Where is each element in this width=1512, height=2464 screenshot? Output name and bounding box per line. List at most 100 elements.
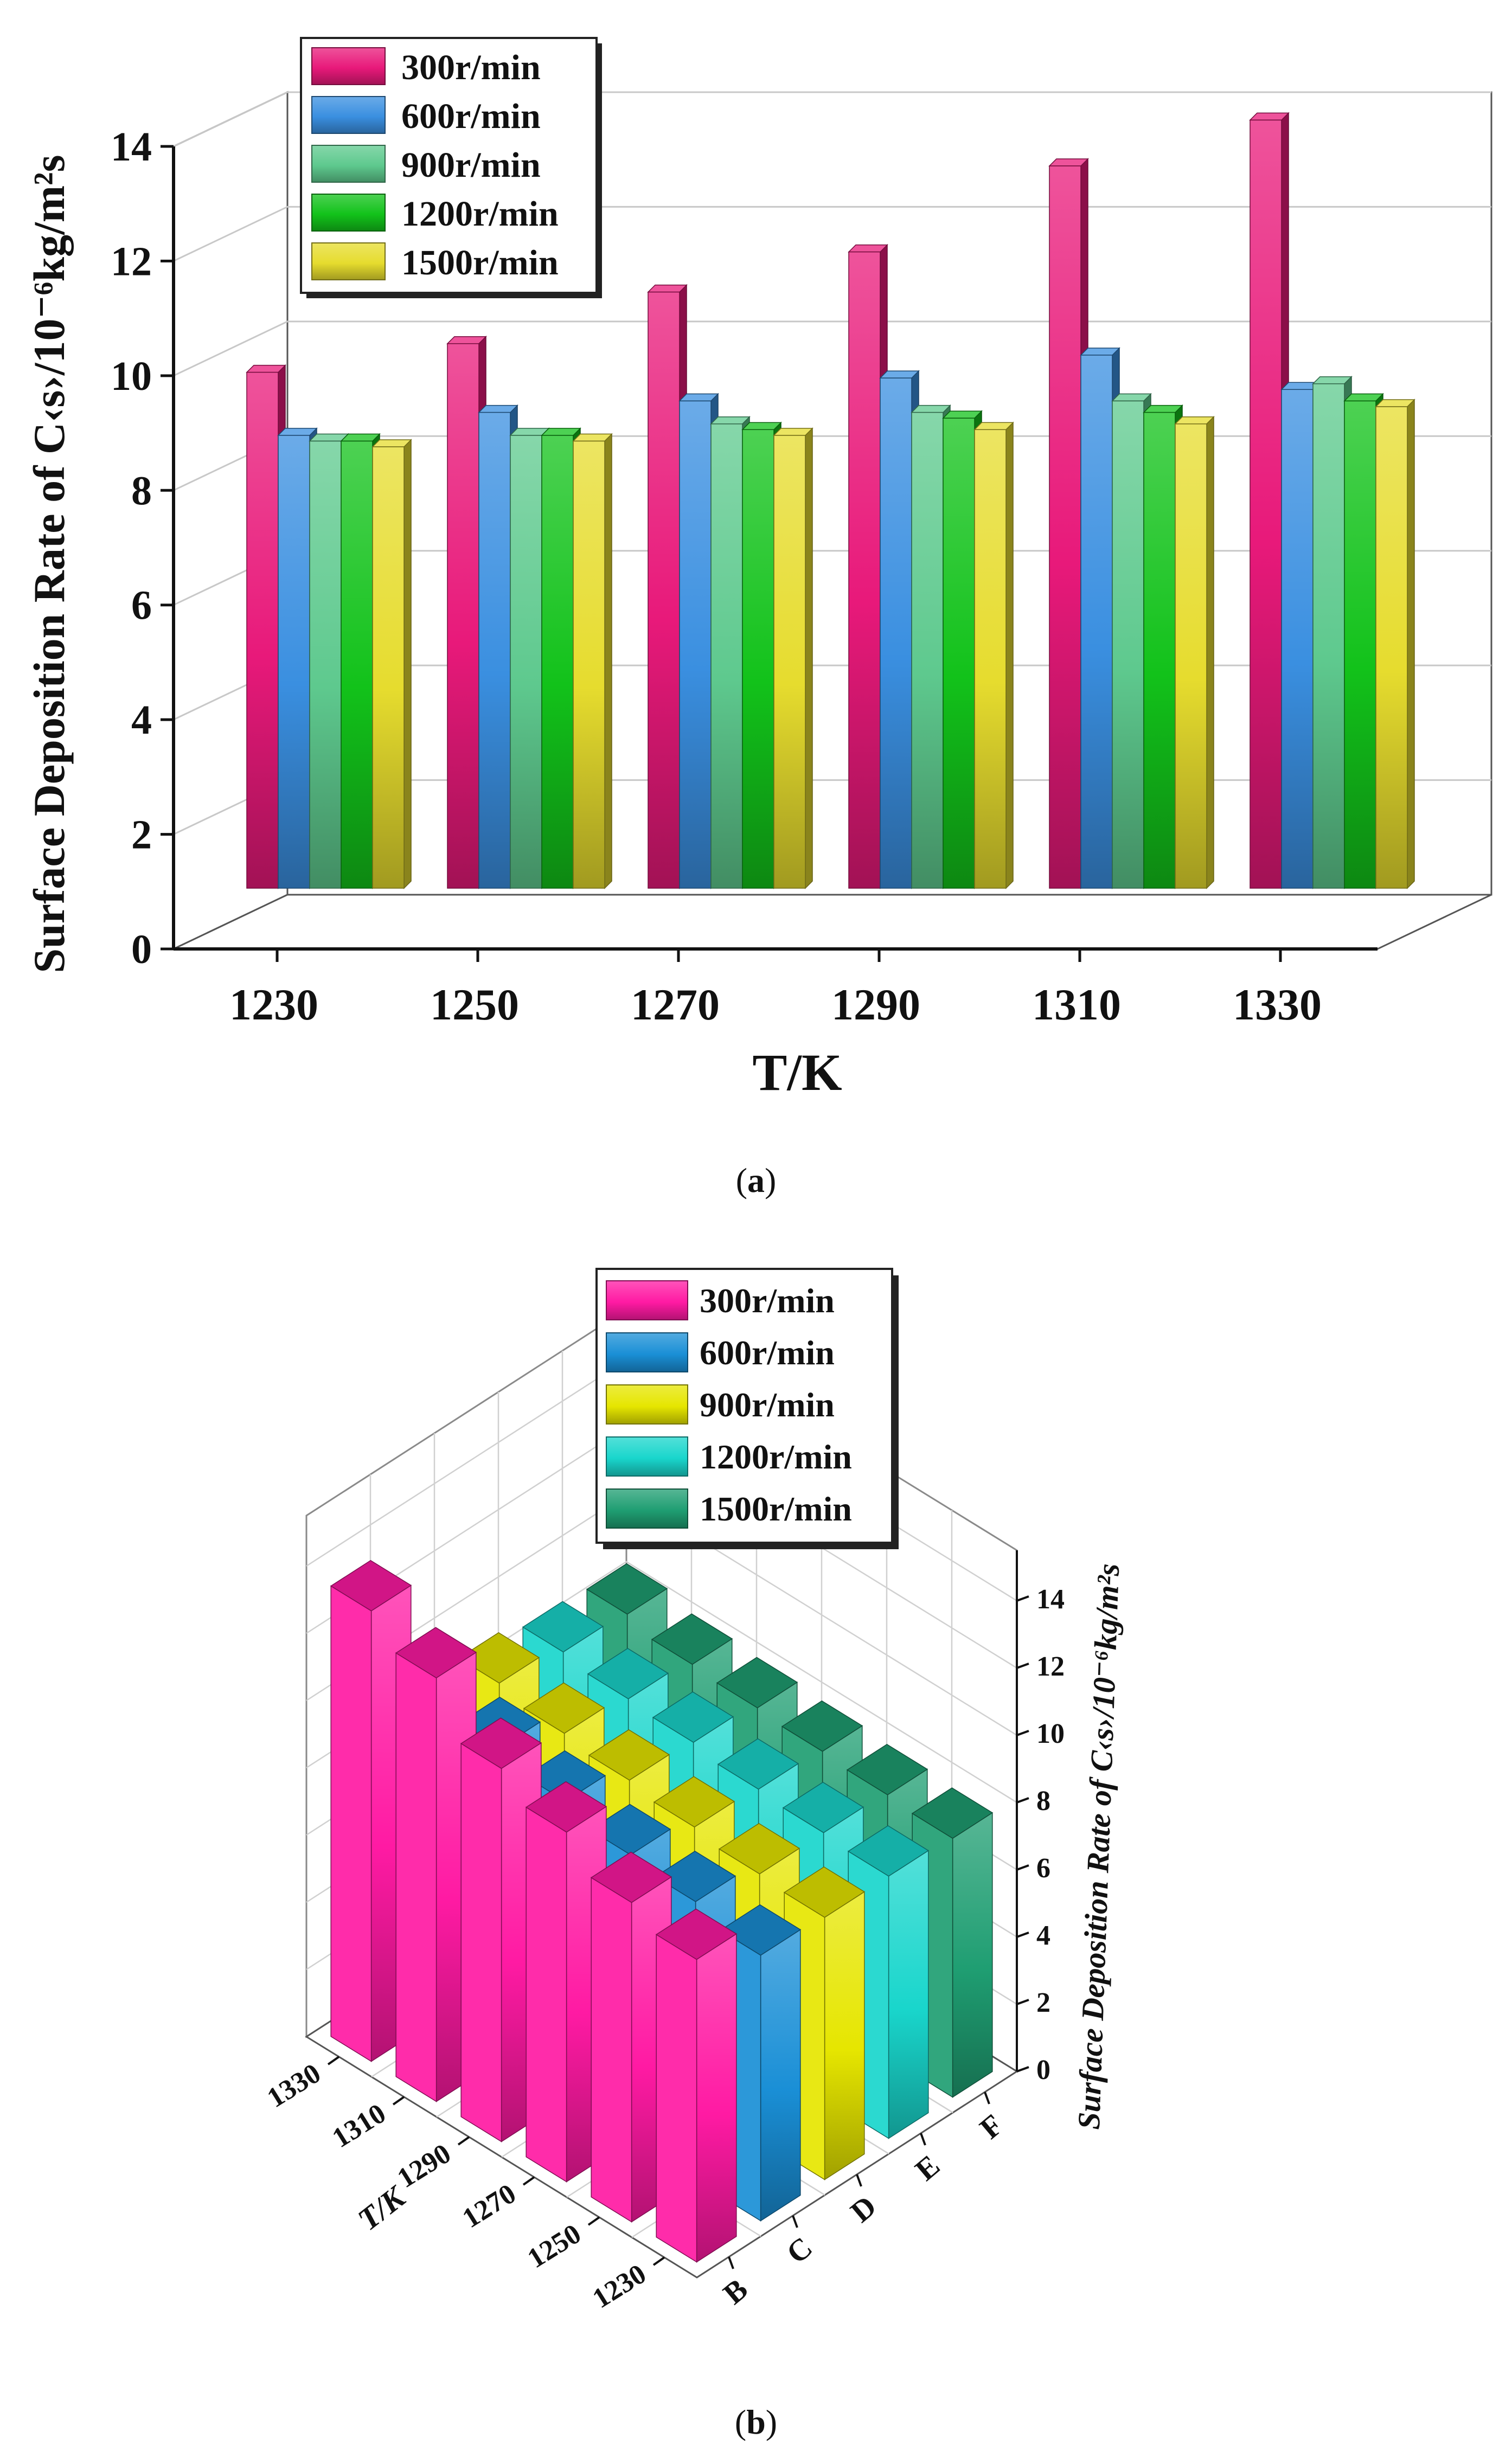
gridline — [173, 91, 1491, 147]
bar-top — [1080, 348, 1120, 356]
depth-tick — [792, 2215, 798, 2228]
depth-tick — [984, 2091, 990, 2104]
bar-side — [460, 1743, 502, 2142]
y-tick-label: 4 — [131, 697, 152, 743]
bar-1500r/min-1250 — [572, 433, 613, 889]
z-tick — [1016, 1663, 1029, 1669]
gridline — [173, 320, 1491, 377]
bar-top — [277, 428, 318, 436]
bar-top — [718, 1823, 800, 1875]
bar-front — [679, 400, 712, 889]
y-tick-label: 0 — [131, 927, 152, 972]
bar-front — [888, 1850, 929, 2139]
bar-front — [848, 251, 881, 889]
z-tick-label: 6 — [1036, 1853, 1050, 1884]
legend-label-1200r/min: 1200r/min — [700, 1438, 852, 1476]
bar-side — [805, 427, 813, 889]
bar-side — [656, 1934, 697, 2263]
legend-label-300r/min: 300r/min — [401, 48, 541, 87]
legend-label-300r/min: 300r/min — [700, 1281, 835, 1320]
legend-label-600r/min: 600r/min — [401, 97, 541, 136]
caption-a-letter: a — [747, 1161, 765, 1199]
t-tick-label: 1270 — [457, 2178, 521, 2234]
chart-b: 123012501270129013101330T/KBCDEF02468101… — [262, 1268, 1126, 2314]
y-tick-label: 8 — [131, 468, 152, 514]
x-tick-label: 1310 — [1032, 980, 1121, 1029]
bar-top — [478, 405, 518, 413]
bar-front — [341, 440, 373, 889]
bar-front — [1175, 423, 1207, 889]
bar-top — [246, 364, 286, 373]
t-tick-label: 1310 — [327, 2098, 391, 2154]
bar-side — [526, 1806, 567, 2183]
y-tick-label: 6 — [131, 583, 152, 628]
depth-tick-label: D — [844, 2189, 883, 2229]
legend-label-1500r/min: 1500r/min — [700, 1490, 852, 1528]
y-tick-label: 10 — [111, 354, 152, 399]
bar-top — [879, 370, 920, 378]
bar-1500r/min-1330 — [1375, 399, 1415, 889]
t-tick — [522, 2176, 535, 2186]
bar-top — [588, 1729, 670, 1781]
bar-side — [591, 1877, 632, 2223]
x-tick-label: 1250 — [430, 980, 519, 1029]
t-tick-label: 1230 — [587, 2258, 651, 2314]
z-axis-label: Surface Deposition Rate of C‹s›/10⁻⁶kg/m… — [1071, 1563, 1126, 2130]
bar-900r/min-1310 — [1111, 393, 1152, 889]
bar-side — [604, 433, 612, 889]
bar-top — [587, 1648, 669, 1699]
bar-front — [696, 1933, 737, 2263]
bar-top — [1174, 416, 1215, 425]
t-tick — [587, 2216, 600, 2226]
bar-front — [952, 1812, 993, 2098]
t-tick-label: 1330 — [262, 2058, 326, 2114]
bar-front — [246, 371, 279, 889]
bar-top — [446, 336, 487, 344]
bar-top — [942, 410, 983, 419]
bar-top — [846, 1744, 928, 1795]
bar-top — [523, 1682, 605, 1734]
bar-top — [848, 244, 888, 253]
bar-front — [478, 412, 511, 889]
y-tick-label: 2 — [131, 812, 152, 858]
bar-front — [1281, 389, 1314, 889]
bar-top — [847, 1825, 930, 1877]
y-tick-label: 14 — [111, 124, 152, 170]
bar-front — [573, 440, 605, 889]
bar-top — [460, 1717, 542, 1769]
x-tick-label: 1330 — [1233, 980, 1322, 1029]
legend-swatch-300r/min — [606, 1280, 688, 1320]
bar-top — [655, 1908, 738, 1960]
legend-label-900r/min: 900r/min — [401, 145, 541, 185]
z-tick-label: 4 — [1036, 1920, 1050, 1951]
t-tick — [457, 2136, 470, 2146]
legend-swatch-900r/min — [311, 145, 386, 183]
bar-top — [330, 1560, 412, 1612]
z-tick-label: 8 — [1036, 1786, 1050, 1817]
legend-swatch-1500r/min — [311, 242, 386, 280]
bar-front — [943, 418, 975, 889]
bar-front — [1375, 406, 1408, 889]
bar-front — [773, 435, 806, 889]
depth-tick — [856, 2174, 862, 2187]
bar-front — [760, 1929, 801, 2222]
bar-front — [1049, 165, 1081, 889]
bar-top — [716, 1657, 798, 1709]
legend-label-1500r/min: 1500r/min — [401, 243, 559, 283]
z-tick — [1016, 1932, 1029, 1938]
caption-b: (b) — [734, 2403, 778, 2441]
bar-top — [781, 1700, 863, 1752]
bar-top — [1312, 376, 1353, 384]
z-tick — [1016, 1797, 1029, 1804]
legend-b: 300r/min 600r/min 900r/min 1200r/min 1500r/m… — [595, 1268, 899, 1549]
bar-top — [395, 1627, 477, 1679]
bar-top — [1249, 112, 1290, 121]
bar-top — [1111, 393, 1152, 402]
bar-1500r/min-1270 — [773, 427, 813, 889]
legend-label-600r/min: 600r/min — [700, 1333, 835, 1372]
legend-swatch-300r/min — [311, 47, 386, 85]
z-tick — [1016, 2066, 1029, 2072]
floor — [173, 894, 1492, 950]
z-tick — [1016, 1595, 1029, 1602]
bar-top — [1048, 158, 1089, 166]
